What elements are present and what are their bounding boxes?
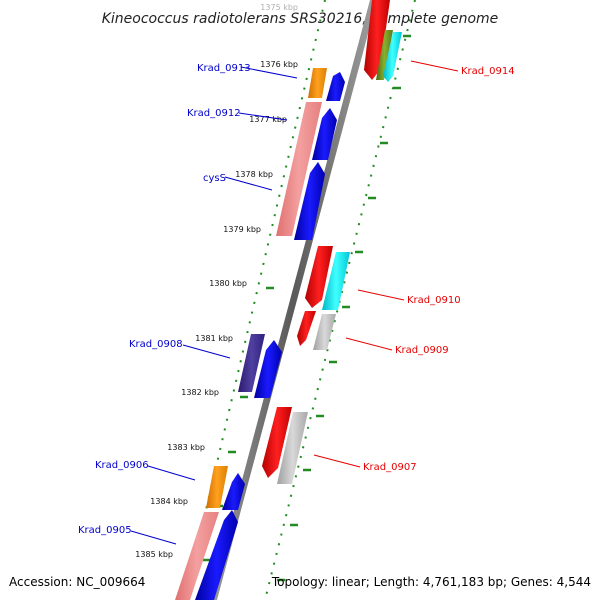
label-krad-0907[interactable]: Krad_0907	[363, 462, 417, 473]
kbp-label-1378: 1378 kbp	[235, 170, 273, 179]
genome-backbone	[210, 0, 377, 600]
gene-krad-0912[interactable]	[312, 108, 337, 160]
kbp-label-1384: 1384 kbp	[150, 497, 188, 506]
reverse-ticks	[277, 34, 411, 582]
label-krad-0906[interactable]: Krad_0906	[95, 460, 149, 471]
map-title: Kineococcus radiotolerans SRS30216, comp…	[102, 11, 499, 27]
label-krad-0908[interactable]: Krad_0908	[129, 339, 183, 350]
kbp-label-1375: 1375 kbp	[260, 3, 298, 12]
topology-text: Topology: linear; Length: 4,761,183 bp; …	[271, 575, 591, 589]
reverse-gene-labels: Krad_0914 Krad_0910 Krad_0909 Krad_0907	[313, 60, 515, 473]
gene-red-top[interactable]	[364, 0, 390, 80]
label-krad-0913[interactable]: Krad_0913	[197, 63, 251, 74]
gene-krad-0906[interactable]	[222, 473, 245, 510]
gene-pink-bottom[interactable]	[175, 512, 219, 600]
gene-krad-0908[interactable]	[254, 340, 282, 398]
reverse-genes	[262, 0, 402, 484]
kbp-label-1377: 1377 kbp	[249, 115, 287, 124]
label-cyss[interactable]: cysS	[203, 173, 226, 184]
label-krad-0905[interactable]: Krad_0905	[78, 525, 132, 536]
kbp-labels: 1375 kbp 1376 kbp 1377 kbp 1378 kbp 1379…	[135, 3, 298, 559]
forward-genes	[175, 68, 345, 600]
gene-krad-0907[interactable]	[277, 412, 308, 484]
kbp-label-1385: 1385 kbp	[135, 550, 173, 559]
gene-red-small[interactable]	[297, 311, 316, 346]
gene-cyss[interactable]	[294, 162, 325, 240]
kbp-label-1381: 1381 kbp	[195, 334, 233, 343]
label-krad-0910[interactable]: Krad_0910	[407, 295, 461, 306]
kbp-label-1380: 1380 kbp	[209, 279, 247, 288]
forward-strand-guide	[184, 0, 326, 600]
label-krad-0914[interactable]: Krad_0914	[461, 66, 515, 77]
gene-krad-0905[interactable]	[195, 510, 238, 600]
gene-red-0907[interactable]	[262, 407, 292, 478]
accession-text: Accession: NC_009664	[9, 575, 145, 589]
gene-krad-0909[interactable]	[313, 314, 336, 350]
gene-krad-0908-purple[interactable]	[238, 334, 265, 392]
label-krad-0912[interactable]: Krad_0912	[187, 108, 241, 119]
gene-pink-long[interactable]	[276, 102, 322, 236]
kbp-label-1382: 1382 kbp	[181, 388, 219, 397]
gene-krad-0906-orange[interactable]	[206, 466, 228, 508]
label-krad-0909[interactable]: Krad_0909	[395, 345, 449, 356]
forward-gene-labels: Krad_0913 Krad_0912 cysS Krad_0908 Krad_…	[78, 63, 298, 545]
kbp-label-1379: 1379 kbp	[223, 225, 261, 234]
gene-krad-0913[interactable]	[308, 68, 327, 98]
kbp-label-1376: 1376 kbp	[260, 60, 298, 69]
gene-red-0910[interactable]	[305, 246, 333, 308]
kbp-label-1383: 1383 kbp	[167, 443, 205, 452]
gene-arrow-blue[interactable]	[326, 72, 345, 101]
gene-krad-0914[interactable]	[383, 32, 402, 82]
gene-olive[interactable]	[376, 30, 393, 80]
gene-krad-0910[interactable]	[322, 252, 350, 310]
